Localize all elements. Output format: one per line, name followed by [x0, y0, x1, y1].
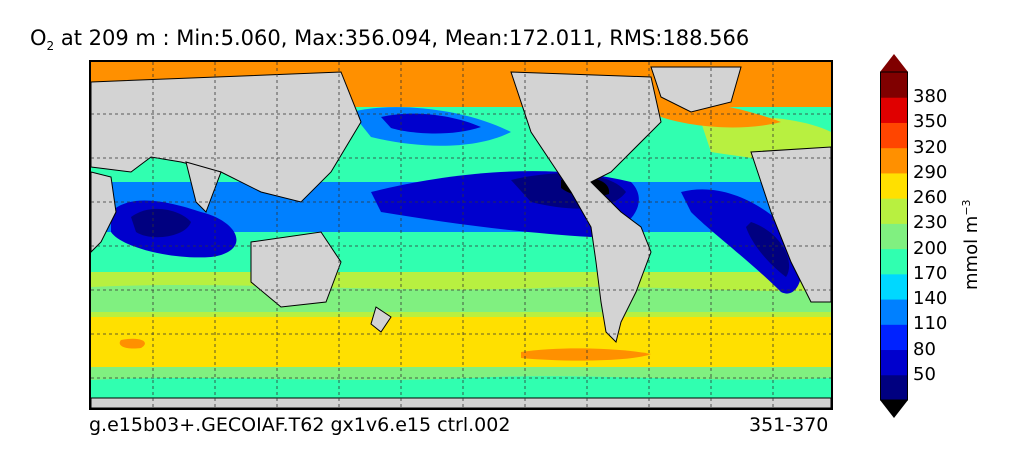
colorbar-segment — [880, 198, 908, 224]
colorbar-segment — [880, 72, 908, 98]
map-svg — [91, 62, 831, 408]
colorbar-segment — [880, 97, 908, 123]
year-range: 351-370 — [749, 414, 829, 436]
colorbar-tick-label: 350 — [913, 111, 948, 133]
colorbar-max-arrow — [880, 54, 908, 72]
land-americas — [510, 71, 662, 343]
colorbar-tick-label: 230 — [913, 212, 948, 234]
map-title: O2 at 209 m : Min:5.060, Max:356.094, Me… — [30, 26, 749, 53]
colorbar-segment — [880, 273, 908, 300]
unit-exponent: −3 — [960, 199, 973, 216]
colorbar — [880, 54, 908, 418]
colorbar-tick-label: 260 — [913, 187, 948, 209]
omz-indian-core — [131, 208, 191, 238]
colorbar-segment — [880, 299, 908, 325]
land-australia — [250, 231, 342, 308]
land-antarctica — [91, 397, 831, 408]
land-africa-west — [91, 171, 117, 253]
unit-text: mmol m — [961, 215, 982, 290]
colorbar-tick-label: 50 — [913, 363, 936, 385]
colorbar-tick-label: 140 — [913, 288, 948, 310]
north-pacific-dark — [381, 113, 481, 134]
colorbar-segment — [880, 223, 908, 250]
colorbar-segment — [880, 122, 908, 149]
colorbar-tick-label: 80 — [913, 338, 936, 360]
omz-atlantic-core — [746, 222, 790, 277]
southern-patch-orange-2 — [119, 338, 145, 349]
colorbar-tick-label: 380 — [913, 86, 948, 108]
map-grid — [91, 62, 831, 408]
colorbar-min-arrow — [880, 400, 908, 418]
southern-patch-orange — [521, 348, 651, 361]
title-stats: at 209 m : Min:5.060, Max:356.094, Mean:… — [54, 26, 750, 50]
omz-atlantic — [681, 189, 802, 294]
colorbar-segment — [880, 324, 908, 351]
colorbar-tick-label: 320 — [913, 136, 948, 158]
colorbar-tick-label: 110 — [913, 313, 948, 335]
title-species: O — [30, 26, 47, 50]
colorbar-segment — [880, 147, 908, 174]
land-africa-east — [750, 146, 831, 303]
colorbar-tick-label: 290 — [913, 161, 948, 183]
title-subscript: 2 — [46, 39, 55, 54]
colorbar-segment — [880, 349, 908, 376]
colorbar-unit-label: mmol m−3 — [960, 199, 982, 290]
colorbar-segment — [880, 374, 908, 401]
colorbar-segment — [880, 172, 908, 199]
colorbar-tick-label: 170 — [913, 262, 948, 284]
ocean-map — [89, 60, 833, 410]
colorbar-tick-label: 200 — [913, 237, 948, 259]
colorbar-segment — [880, 248, 908, 275]
land-new-zealand — [370, 306, 392, 333]
case-name: g.e15b03+.GECOIAF.T62 gx1v6.e15 ctrl.002 — [89, 414, 511, 436]
land-india — [185, 161, 222, 213]
